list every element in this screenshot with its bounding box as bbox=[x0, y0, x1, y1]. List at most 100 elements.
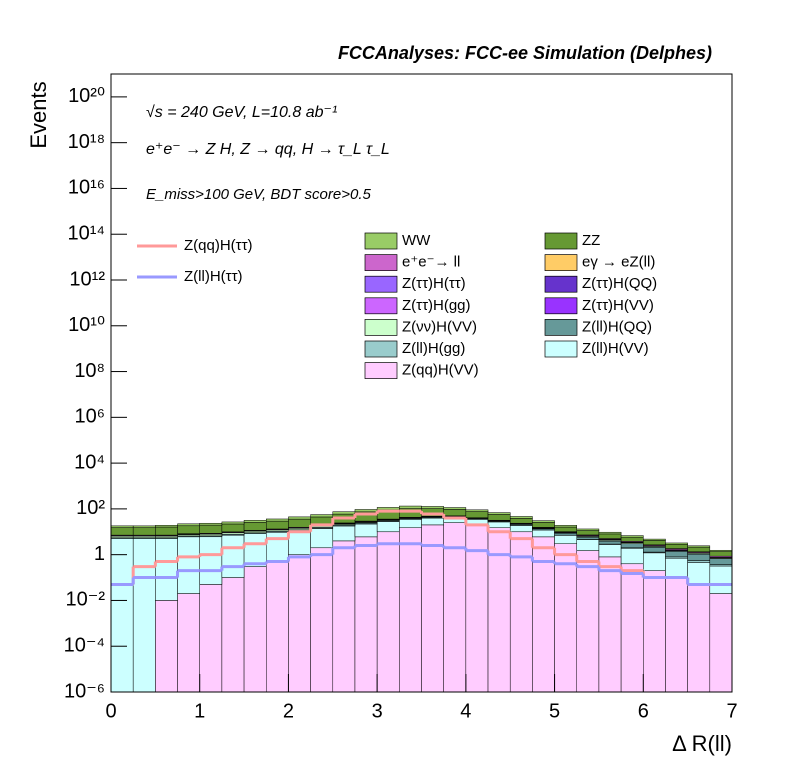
bar-segment bbox=[355, 509, 377, 511]
bar-segment bbox=[333, 526, 355, 541]
y-tick-label: 10² bbox=[76, 497, 105, 519]
x-tick-label: 3 bbox=[372, 700, 383, 722]
bar-segment bbox=[466, 510, 488, 512]
bar-segment bbox=[399, 519, 421, 527]
x-tick-label: 4 bbox=[460, 700, 471, 722]
bar-segment bbox=[621, 544, 643, 548]
legend-swatch bbox=[545, 341, 577, 357]
bar-segment bbox=[599, 541, 621, 544]
bar-segment bbox=[377, 532, 399, 692]
bar-segment bbox=[710, 594, 732, 692]
y-tick-label: 10⁻² bbox=[66, 589, 106, 611]
legend-swatch bbox=[365, 298, 397, 314]
bar-segment bbox=[488, 528, 510, 692]
bar-segment bbox=[222, 524, 244, 532]
y-tick-label: 10¹⁰ bbox=[68, 314, 105, 336]
legend-label: Z(νν)H(VV) bbox=[402, 318, 477, 335]
bar-segment bbox=[688, 554, 710, 560]
bar-segment bbox=[222, 522, 244, 524]
legend-label: Z(qq)H(ττ) bbox=[184, 237, 253, 254]
legend-swatch bbox=[545, 298, 577, 314]
bar-segment bbox=[311, 548, 333, 692]
x-tick-label: 2 bbox=[283, 700, 294, 722]
y-axis-label: Events bbox=[26, 81, 51, 148]
bar-segment bbox=[621, 564, 643, 692]
bar-segment bbox=[111, 526, 133, 528]
bar-segment bbox=[577, 537, 599, 539]
bar-segment bbox=[155, 527, 177, 535]
bar-segment bbox=[266, 562, 288, 692]
x-tick-label: 0 bbox=[105, 700, 116, 722]
bar-segment bbox=[688, 546, 710, 547]
bar-segment bbox=[577, 529, 599, 531]
bar-segment bbox=[621, 537, 643, 541]
bar-segment bbox=[178, 537, 200, 594]
bar-segment bbox=[665, 544, 687, 548]
bar-segment bbox=[555, 527, 577, 532]
legend-label: WW bbox=[402, 232, 431, 249]
legend-label: Z(ll)H(gg) bbox=[402, 340, 465, 357]
bar-segment bbox=[222, 578, 244, 692]
bar-segment bbox=[532, 530, 554, 537]
bar-segment bbox=[333, 541, 355, 692]
legend-swatch bbox=[365, 319, 397, 335]
legend-label: Z(ττ)H(ττ) bbox=[402, 275, 466, 292]
bar-segment bbox=[422, 506, 444, 508]
bar-segment bbox=[200, 523, 222, 525]
bar-segment bbox=[377, 522, 399, 532]
bar-segment bbox=[444, 509, 466, 515]
bar-segment bbox=[133, 528, 155, 535]
bar-segment bbox=[643, 571, 665, 692]
legend-swatch bbox=[365, 341, 397, 357]
bar-segment bbox=[710, 566, 732, 594]
annotation: √s = 240 GeV, L=10.8 ab⁻¹ bbox=[146, 104, 337, 121]
bar-segment bbox=[599, 544, 621, 556]
bar-segment bbox=[532, 522, 554, 527]
y-tick-label: 10⁶ bbox=[75, 406, 105, 428]
bar-segment bbox=[488, 514, 510, 520]
x-axis-label: Δ R(ll) bbox=[672, 731, 732, 756]
bar-segment bbox=[377, 507, 399, 509]
bar-segment bbox=[266, 532, 288, 561]
legend-label: ZZ bbox=[582, 232, 600, 249]
y-tick-label: 10²⁰ bbox=[68, 85, 105, 107]
x-tick-label: 7 bbox=[726, 700, 737, 722]
bar-segment bbox=[311, 515, 333, 517]
bar-segment bbox=[577, 531, 599, 535]
bar-segment bbox=[643, 539, 665, 540]
bar-segment bbox=[399, 528, 421, 692]
x-tick-label: 6 bbox=[638, 700, 649, 722]
x-tick-label: 1 bbox=[194, 700, 205, 722]
bar-segment bbox=[178, 594, 200, 692]
bar-segment bbox=[555, 533, 577, 535]
bar-segment bbox=[288, 517, 310, 519]
bar-segment bbox=[466, 512, 488, 518]
legend-swatch bbox=[365, 255, 397, 271]
bar-segment bbox=[355, 537, 377, 692]
bar-segment bbox=[133, 539, 155, 692]
legend-label: Z(qq)H(VV) bbox=[402, 362, 479, 379]
bar-segment bbox=[444, 508, 466, 510]
bar-segment bbox=[599, 534, 621, 539]
bar-segment bbox=[643, 540, 665, 544]
annotation: e⁺e⁻ → Z H, Z → qq, H → τ_L τ_L bbox=[146, 141, 390, 158]
bar-segment bbox=[532, 521, 554, 523]
legend-label: Z(ττ)H(QQ) bbox=[582, 275, 657, 292]
bar-segment bbox=[311, 528, 333, 547]
bar-segment bbox=[111, 539, 133, 692]
bar-segment bbox=[244, 520, 266, 522]
bar-segment bbox=[200, 525, 222, 533]
legend-swatch bbox=[545, 255, 577, 271]
legend-label: Z(ττ)H(VV) bbox=[582, 297, 654, 314]
y-tick-label: 10⁻⁴ bbox=[64, 635, 105, 657]
chart-title: FCCAnalyses: FCC-ee Simulation (Delphes) bbox=[338, 43, 712, 63]
legend-swatch bbox=[545, 233, 577, 249]
bar-segment bbox=[422, 525, 444, 692]
bar-segment bbox=[155, 525, 177, 527]
legend-label: Z(ll)H(VV) bbox=[582, 340, 649, 357]
bar-segment bbox=[577, 551, 599, 692]
bar-segment bbox=[643, 547, 665, 552]
x-tick-label: 5 bbox=[549, 700, 560, 722]
bar-segment bbox=[178, 526, 200, 534]
